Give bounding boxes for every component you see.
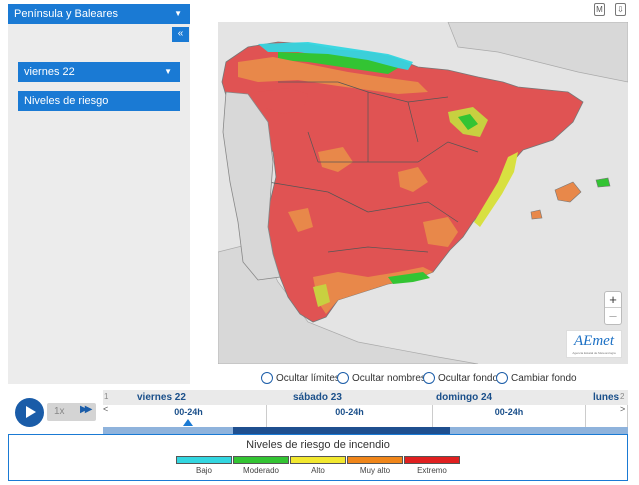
south-coast-moderate bbox=[388, 272, 430, 284]
current-time-marker[interactable] bbox=[183, 419, 193, 426]
legend-label-extremo: Extremo bbox=[417, 466, 447, 475]
progress-domingo bbox=[450, 427, 628, 434]
legend-title: Niveles de riesgo de incendio bbox=[246, 439, 390, 451]
region-borders bbox=[267, 81, 479, 253]
zoom-out-button[interactable]: – bbox=[609, 308, 617, 323]
interior-veryhigh-1 bbox=[318, 147, 353, 172]
map-canvas bbox=[218, 22, 628, 364]
interior-veryhigh-2 bbox=[398, 167, 428, 192]
menorca bbox=[595, 177, 611, 188]
galicia-extreme bbox=[258, 88, 308, 114]
legend-swatch-moderado bbox=[233, 456, 289, 464]
france-landmass bbox=[447, 22, 628, 83]
region-select[interactable]: Península y Baleares ▼ bbox=[8, 4, 190, 24]
timeline: viernes 22 sábado 23 domingo 24 lunes 25… bbox=[103, 390, 628, 434]
progress-sabado bbox=[233, 427, 450, 434]
speed-label: 1x bbox=[54, 406, 65, 417]
hide-limits-checkbox[interactable] bbox=[261, 372, 273, 384]
day-label-domingo[interactable]: domingo 24 bbox=[436, 390, 566, 405]
zoom-control: + – bbox=[604, 291, 622, 325]
day-label-sabado[interactable]: sábado 23 bbox=[293, 390, 423, 405]
slot-lunes[interactable] bbox=[586, 405, 628, 427]
risk-levels-button[interactable]: Niveles de riesgo bbox=[18, 91, 180, 111]
change-background-checkbox[interactable] bbox=[496, 372, 508, 384]
risk-levels-label: Niveles de riesgo bbox=[24, 95, 109, 107]
collapse-panel-button[interactable]: « bbox=[172, 27, 189, 42]
timeline-prev-number: 1 bbox=[104, 392, 109, 401]
timeline-prev-arrow[interactable]: < bbox=[103, 404, 109, 414]
legend-swatch-bajo bbox=[176, 456, 232, 464]
legend-swatch-alto bbox=[290, 456, 346, 464]
region-select-label: Península y Baleares bbox=[14, 8, 118, 20]
day-label-viernes[interactable]: viernes 22 bbox=[137, 390, 267, 405]
legend-swatch-extremo bbox=[404, 456, 460, 464]
hide-names-option[interactable]: Ocultar nombres bbox=[337, 371, 426, 385]
east-coast-high bbox=[474, 152, 518, 227]
download-icon[interactable]: ⇩ bbox=[615, 3, 626, 16]
slot-viernes[interactable]: 00-24h bbox=[111, 405, 267, 427]
southeast-veryhigh bbox=[423, 217, 458, 247]
mallorca bbox=[554, 181, 582, 203]
legend-label-moderado: Moderado bbox=[242, 466, 280, 475]
logo-subtitle: Agencia Estatal de Meteorología bbox=[572, 351, 616, 355]
speed-control[interactable] bbox=[47, 403, 96, 421]
north-veryhigh bbox=[238, 57, 428, 94]
southwest-high bbox=[313, 284, 330, 307]
play-button[interactable] bbox=[15, 398, 44, 427]
timeline-next-arrow[interactable]: > bbox=[620, 404, 626, 414]
legend-label-alto: Alto bbox=[311, 466, 325, 475]
slot-domingo[interactable]: 00-24h bbox=[433, 405, 586, 427]
timeline-next-number: 2 bbox=[620, 392, 625, 401]
legend-label-bajo: Bajo bbox=[195, 466, 212, 475]
hide-names-checkbox[interactable] bbox=[337, 372, 349, 384]
north-coast-moderate bbox=[278, 52, 398, 74]
aemet-logo: AEmet Agencia Estatal de Meteorología bbox=[566, 330, 622, 358]
zoom-in-button[interactable]: + bbox=[605, 292, 621, 308]
hide-background-checkbox[interactable] bbox=[423, 372, 435, 384]
change-background-option[interactable]: Cambiar fondo bbox=[496, 371, 577, 385]
left-panel bbox=[8, 4, 190, 384]
chevron-down-icon: ▼ bbox=[164, 67, 172, 76]
slot-sabado[interactable]: 00-24h bbox=[267, 405, 433, 427]
legend-swatch-muy-alto bbox=[347, 456, 403, 464]
day-select-label: viernes 22 bbox=[24, 66, 75, 78]
print-icon[interactable]: M bbox=[594, 3, 605, 16]
interior-veryhigh-3 bbox=[288, 208, 313, 232]
progress-viernes bbox=[103, 427, 233, 434]
ebro-moderate bbox=[458, 114, 478, 130]
hide-background-option[interactable]: Ocultar fondo bbox=[423, 371, 498, 385]
fire-risk-map[interactable] bbox=[218, 22, 628, 364]
hide-limits-option[interactable]: Ocultar límites bbox=[261, 371, 340, 385]
legend-label-muy-alto: Muy alto bbox=[359, 466, 391, 475]
portugal bbox=[222, 91, 281, 281]
fast-forward-icon[interactable]: ▶▶ bbox=[80, 404, 93, 415]
day-select[interactable]: viernes 22 ▼ bbox=[18, 62, 180, 82]
chevron-down-icon: ▼ bbox=[174, 9, 182, 18]
logo-text: AEmet bbox=[574, 333, 614, 349]
double-chevron-left-icon: « bbox=[177, 28, 184, 39]
ibiza bbox=[530, 209, 543, 220]
